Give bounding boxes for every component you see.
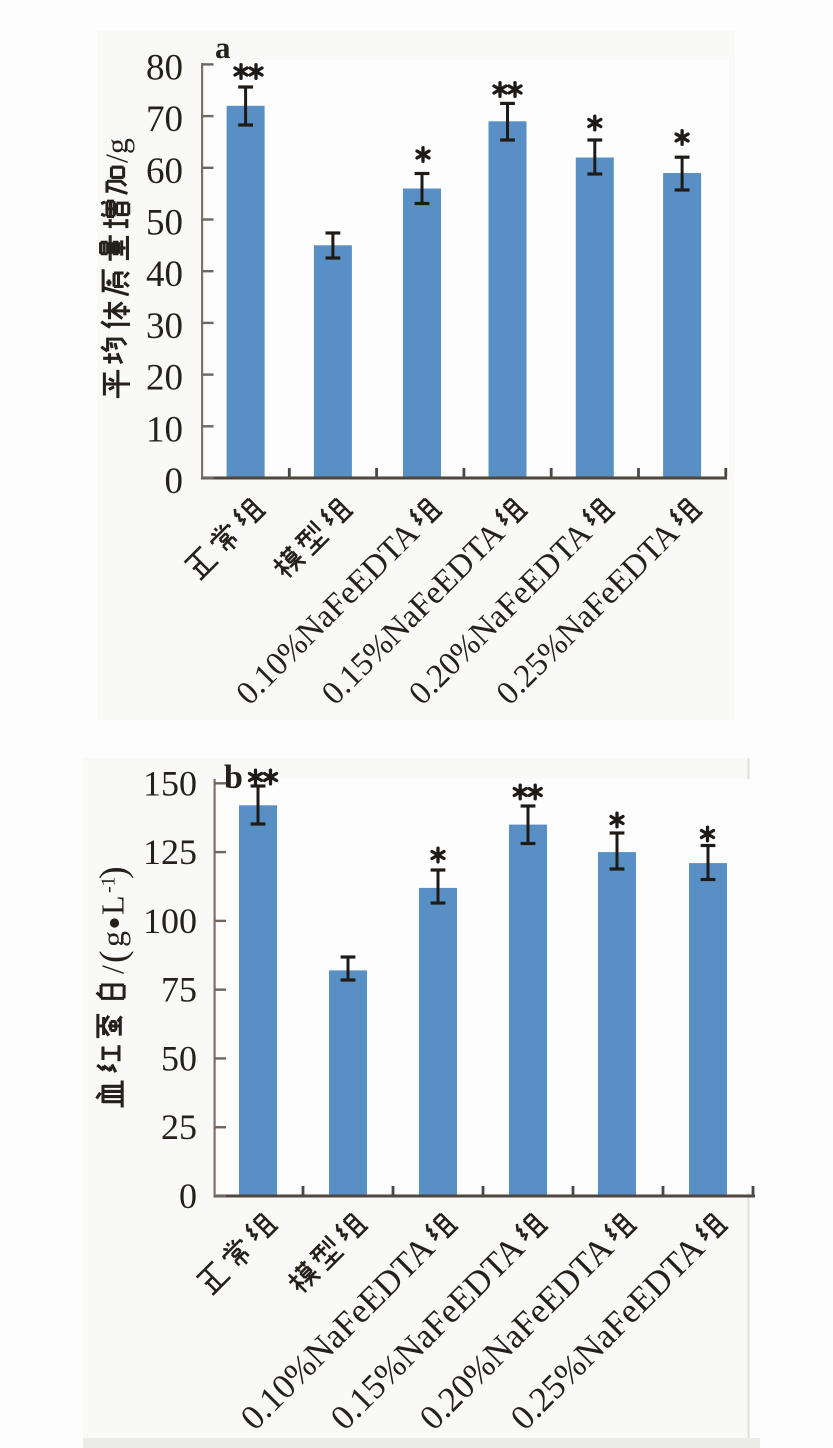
svg-text:125: 125 — [143, 832, 197, 872]
svg-text:L: L — [95, 895, 131, 915]
svg-text:b: b — [224, 759, 243, 796]
svg-text:20: 20 — [146, 358, 183, 399]
svg-text:40: 40 — [146, 254, 183, 295]
svg-text:g: g — [95, 931, 131, 947]
svg-text:30: 30 — [146, 306, 183, 347]
svg-text:0: 0 — [179, 1176, 197, 1216]
svg-text:150: 150 — [143, 763, 197, 803]
svg-text:(: ( — [93, 950, 135, 963]
svg-text:25: 25 — [161, 1107, 197, 1147]
svg-text:100: 100 — [143, 901, 197, 941]
svg-text:50: 50 — [146, 203, 183, 244]
svg-text:60: 60 — [146, 151, 183, 192]
svg-text:/g: /g — [99, 138, 135, 163]
svg-text:a: a — [215, 30, 231, 65]
svg-text:70: 70 — [146, 99, 183, 140]
svg-text:-1: -1 — [98, 876, 120, 893]
svg-text:75: 75 — [161, 970, 197, 1010]
svg-text:/: / — [95, 965, 131, 974]
svg-text:0: 0 — [165, 461, 184, 502]
svg-text:50: 50 — [161, 1038, 197, 1078]
svg-text:80: 80 — [146, 47, 183, 88]
svg-text:10: 10 — [146, 409, 183, 450]
svg-text:): ) — [93, 866, 135, 879]
